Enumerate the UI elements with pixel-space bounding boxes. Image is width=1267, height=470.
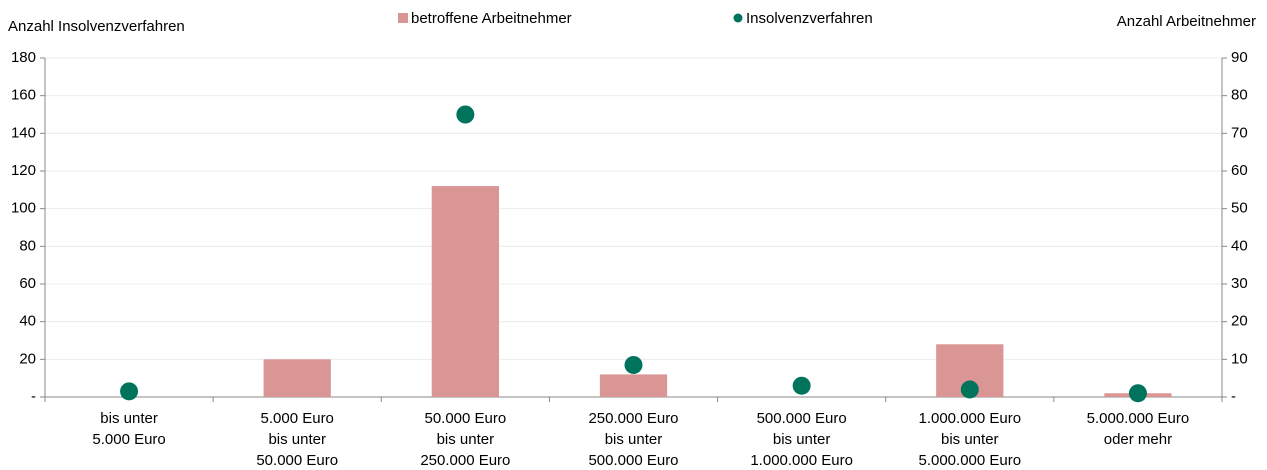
dot <box>624 355 643 374</box>
dot <box>1128 384 1147 403</box>
dot <box>456 105 475 124</box>
x-tick-label: bis unter <box>437 431 495 448</box>
x-tick-label: 500.000 Euro <box>588 452 678 469</box>
x-tick-label: 50.000 Euro <box>424 410 506 427</box>
x-tick-label: 250.000 Euro <box>420 452 510 469</box>
y2-tick-label: 70 <box>1231 124 1248 141</box>
y2-tick-label: 80 <box>1231 87 1248 104</box>
bar <box>263 359 331 397</box>
x-tick-label: 5.000.000 Euro <box>1087 410 1190 427</box>
dot <box>120 382 139 401</box>
y-axis-label: Anzahl Insolvenzverfahren <box>8 18 185 35</box>
x-tick-label: bis unter <box>268 431 326 448</box>
legend-swatch <box>733 13 743 23</box>
y2-axis-label: Anzahl Arbeitnehmer <box>1117 13 1256 30</box>
y-tick-label: 160 <box>11 87 36 104</box>
y-tick-label: 140 <box>11 124 36 141</box>
x-tick-label: 50.000 Euro <box>256 452 338 469</box>
y2-tick-label: - <box>1231 388 1236 405</box>
bar <box>431 186 499 397</box>
legend-label: Insolvenzverfahren <box>746 10 873 27</box>
x-tick-label: bis unter <box>605 431 663 448</box>
dot <box>960 380 979 399</box>
x-tick-label: 5.000 Euro <box>92 431 165 448</box>
y-tick-label: 180 <box>11 49 36 66</box>
y-tick-label: 100 <box>11 200 36 217</box>
y2-tick-label: 20 <box>1231 313 1248 330</box>
x-tick-label: oder mehr <box>1104 431 1172 448</box>
y-tick-label: 40 <box>19 313 36 330</box>
y2-tick-label: 60 <box>1231 162 1248 179</box>
x-tick-label: 250.000 Euro <box>588 410 678 427</box>
x-tick-label: 5.000.000 Euro <box>918 452 1021 469</box>
y2-tick-label: 30 <box>1231 275 1248 292</box>
y-tick-label: 20 <box>19 350 36 367</box>
x-tick-label: bis unter <box>941 431 999 448</box>
y-tick-label: 60 <box>19 275 36 292</box>
y2-tick-label: 10 <box>1231 350 1248 367</box>
y2-tick-label: 40 <box>1231 237 1248 254</box>
x-tick-label: 500.000 Euro <box>757 410 847 427</box>
y2-tick-label: 50 <box>1231 200 1248 217</box>
x-tick-label: bis unter <box>100 410 158 427</box>
y-tick-label: 120 <box>11 162 36 179</box>
y-tick-label: 80 <box>19 237 36 254</box>
x-tick-label: 1.000.000 Euro <box>918 410 1021 427</box>
x-tick-label: 5.000 Euro <box>261 410 334 427</box>
x-tick-label: 1.000.000 Euro <box>750 452 853 469</box>
bar <box>599 374 668 397</box>
y-tick-label: - <box>31 388 36 405</box>
x-tick-label: bis unter <box>773 431 831 448</box>
legend-swatch <box>398 13 408 23</box>
dot <box>792 376 811 395</box>
y2-tick-label: 90 <box>1231 49 1248 66</box>
legend-label: betroffene Arbeitnehmer <box>411 10 572 27</box>
